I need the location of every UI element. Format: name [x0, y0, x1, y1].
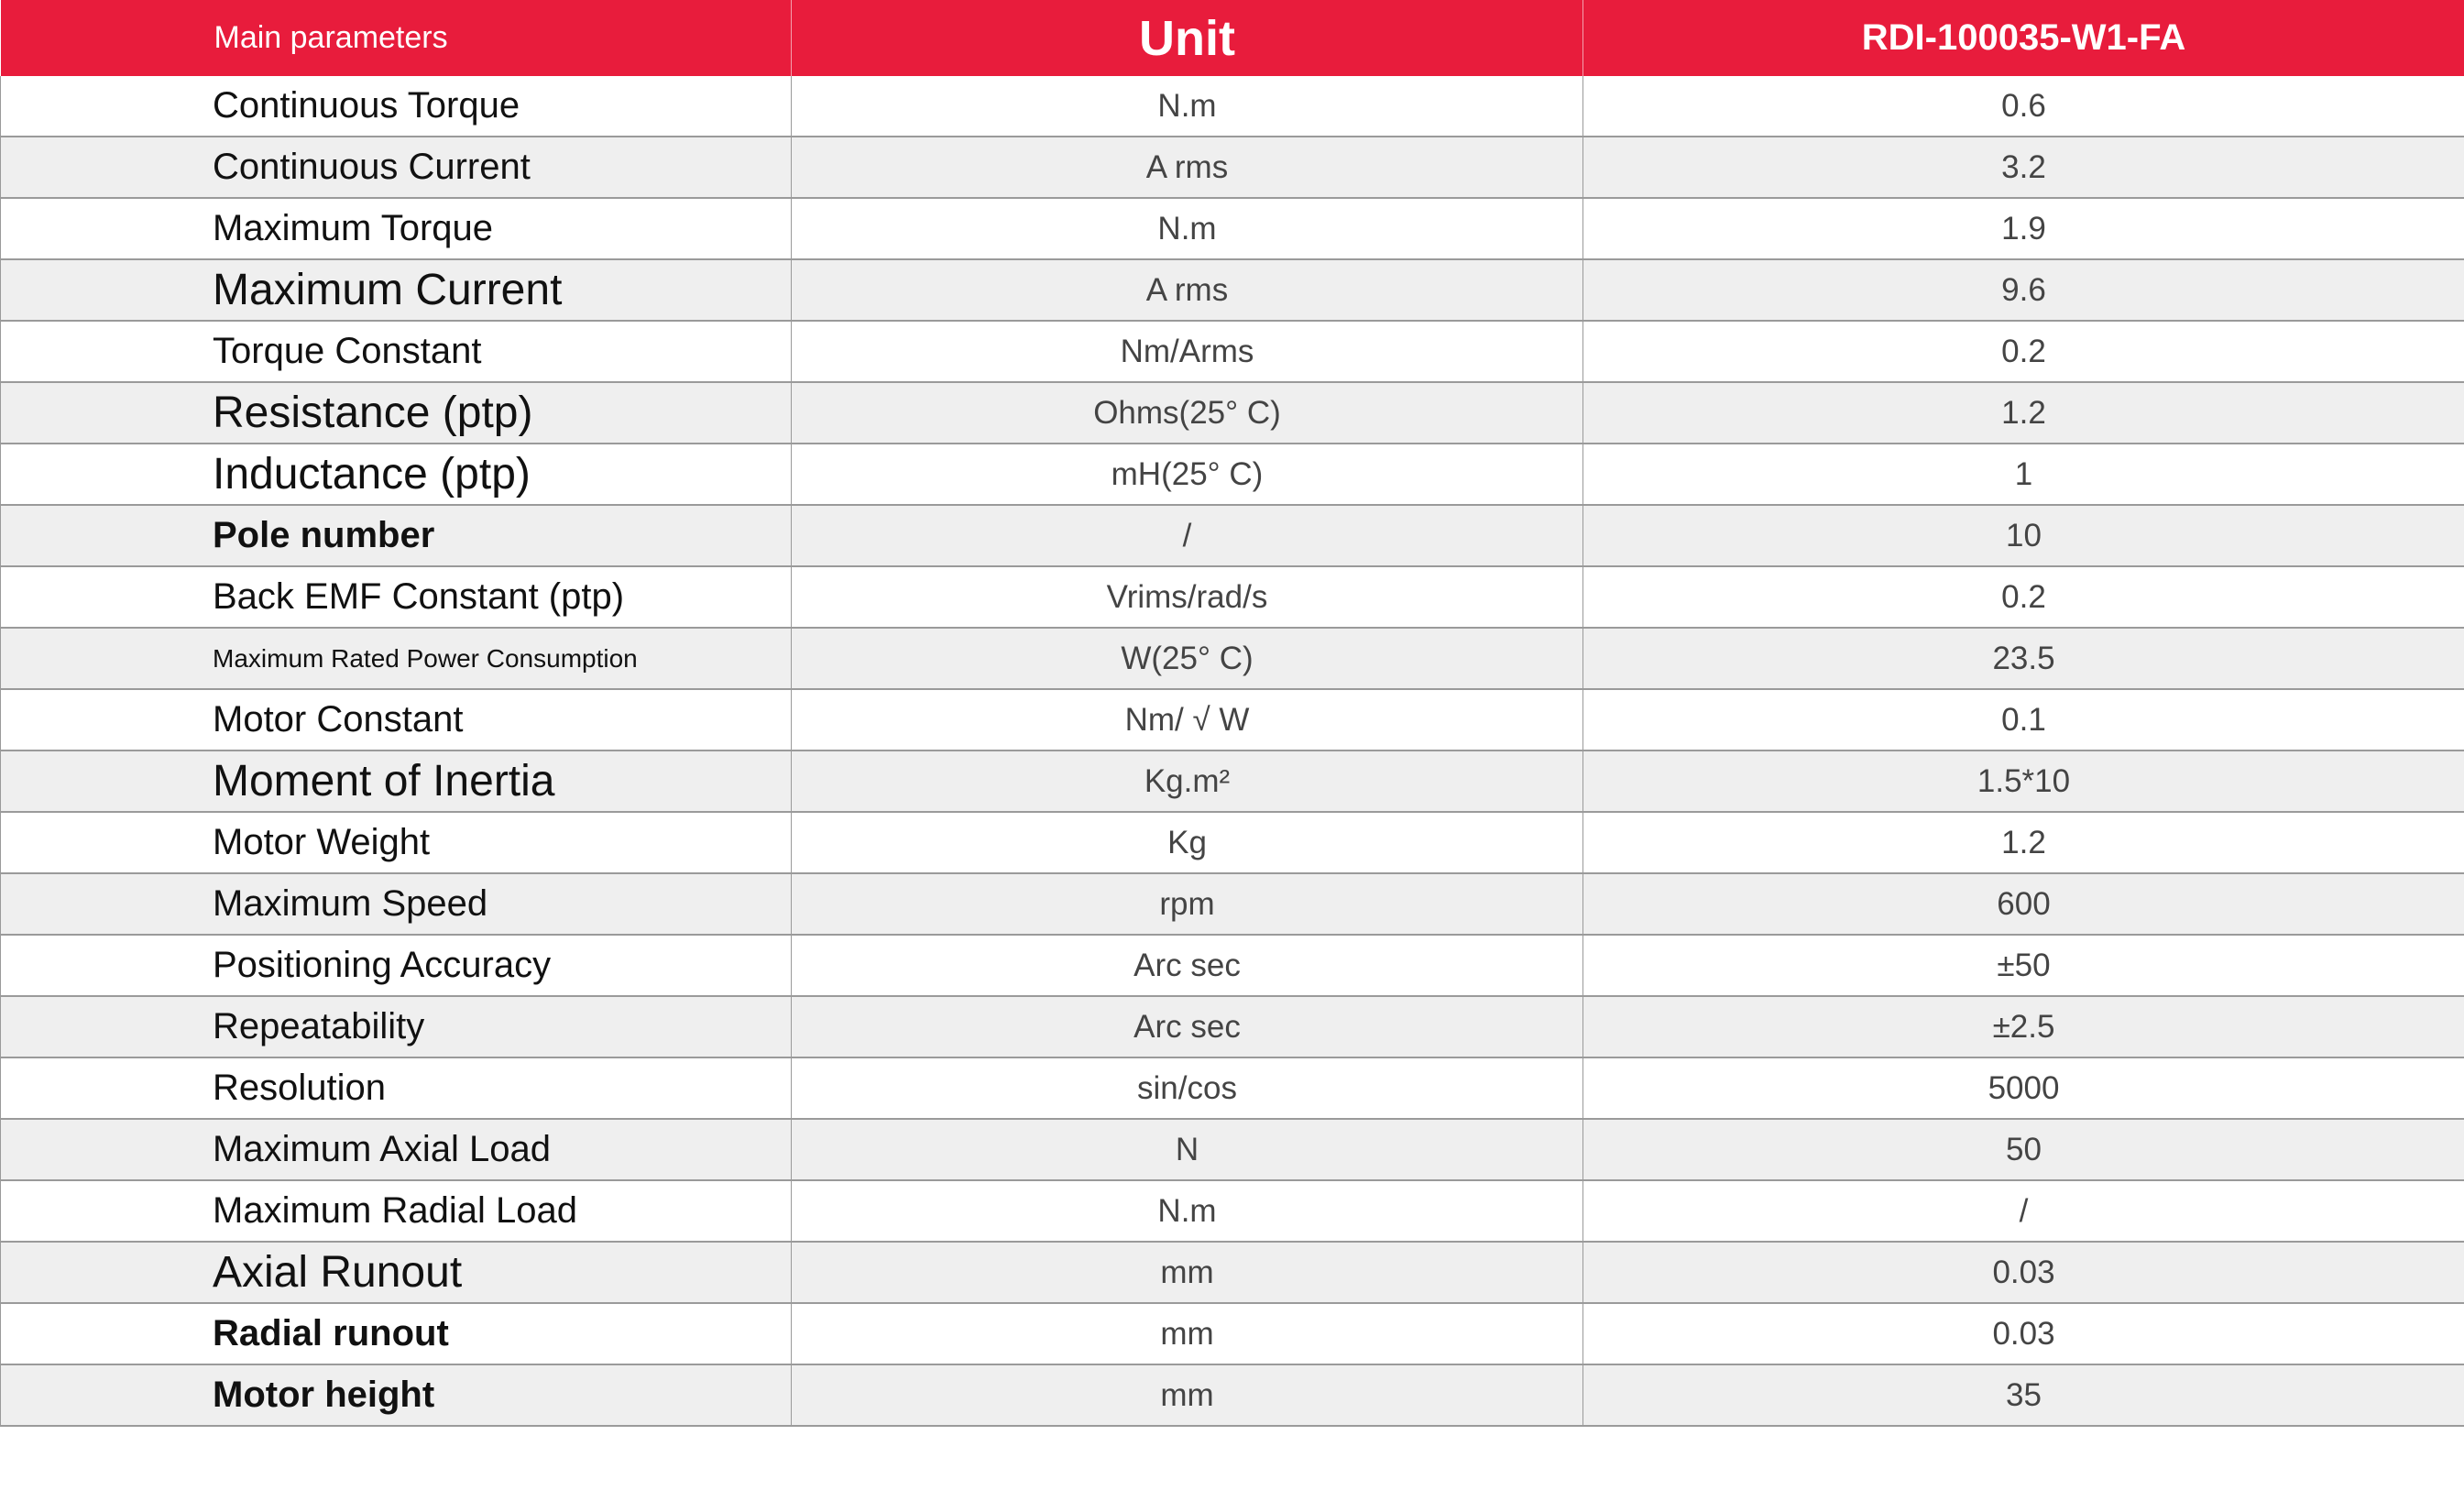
value-cell: 3.2 [1582, 137, 2464, 199]
value-cell: 1 [1582, 444, 2464, 506]
param-cell: Motor height [0, 1364, 792, 1427]
unit-cell: N.m [791, 198, 1583, 260]
unit-cell: Kg [791, 812, 1583, 874]
table-row: Repeatability Arc sec ±2.5 [0, 996, 2464, 1058]
table-row: Motor Constant Nm/ √ W 0.1 [0, 689, 2464, 751]
value-cell: 9.6 [1582, 259, 2464, 322]
table-row: Pole number/10 [0, 505, 2464, 567]
value-cell: 1.2 [1582, 382, 2464, 444]
value-cell: 0.03 [1582, 1303, 2464, 1365]
table-row: Torque Constant Nm/Arms 0.2 [0, 321, 2464, 383]
unit-cell: sin/cos [791, 1057, 1583, 1120]
value-cell: 35 [1582, 1364, 2464, 1427]
param-cell: Torque Constant [0, 321, 792, 383]
table-row: Maximum Torque N.m 1.9 [0, 198, 2464, 260]
value-cell: 0.1 [1582, 689, 2464, 751]
header-row: Main parameters Unit RDI-100035-W1-FA [0, 0, 2464, 76]
param-cell: Maximum Current [0, 259, 792, 322]
table-row: Continuous Current A rms 3.2 [0, 137, 2464, 199]
value-cell: / [1582, 1180, 2464, 1243]
table-row: Motor height mm 35 [0, 1364, 2464, 1427]
value-cell: 1.2 [1582, 812, 2464, 874]
table-row: Moment of Inertia Kg.m² 1.5*10 [0, 750, 2464, 813]
param-cell: Repeatability [0, 996, 792, 1058]
table-row: Radial runout mm 0.03 [0, 1303, 2464, 1365]
param-cell: Radial runout [0, 1303, 792, 1365]
param-cell: Maximum Torque [0, 198, 792, 260]
unit-cell: N [791, 1119, 1583, 1181]
param-cell: Resistance (ptp) [0, 382, 792, 444]
param-cell: Maximum Speed [0, 873, 792, 936]
value-cell: 0.03 [1582, 1242, 2464, 1304]
unit-cell: mH(25° C) [791, 444, 1583, 506]
unit-cell: / [791, 505, 1583, 567]
value-cell: 10 [1582, 505, 2464, 567]
table-row: Back EMF Constant (ptp) Vrims/rad/s 0.2 [0, 566, 2464, 629]
unit-cell: Arc sec [791, 996, 1583, 1058]
table-row: Inductance (ptp) mH(25° C) 1 [0, 444, 2464, 506]
value-cell: 0.6 [1582, 76, 2464, 137]
param-cell: Maximum Axial Load [0, 1119, 792, 1181]
table-row: Maximum Speed rpm 600 [0, 873, 2464, 936]
table-row: Positioning Accuracy Arc sec ±50 [0, 935, 2464, 997]
header-main-parameters: Main parameters [0, 0, 792, 76]
value-cell: ±50 [1582, 935, 2464, 997]
param-cell: Continuous Current [0, 137, 792, 199]
unit-cell: Vrims/rad/s [791, 566, 1583, 629]
table-row: Axial Runout mm 0.03 [0, 1242, 2464, 1304]
header-unit: Unit [791, 0, 1583, 76]
value-cell: 50 [1582, 1119, 2464, 1181]
unit-cell: rpm [791, 873, 1583, 936]
param-cell: Resolution [0, 1057, 792, 1120]
param-cell: Motor Weight [0, 812, 792, 874]
table-row: Maximum Current A rms 9.6 [0, 259, 2464, 322]
table-row: Maximum Axial Load N 50 [0, 1119, 2464, 1181]
unit-cell: Ohms(25° C) [791, 382, 1583, 444]
param-cell: Maximum Radial Load [0, 1180, 792, 1243]
unit-cell: A rms [791, 137, 1583, 199]
value-cell: ±2.5 [1582, 996, 2464, 1058]
parameters-table: Main parameters Unit RDI-100035-W1-FA Co… [0, 0, 2464, 1427]
param-cell: Continuous Torque [0, 76, 792, 137]
value-cell: 0.2 [1582, 321, 2464, 383]
value-cell: 23.5 [1582, 628, 2464, 690]
table-row: Resolution sin/cos 5000 [0, 1057, 2464, 1120]
unit-cell: mm [791, 1303, 1583, 1365]
unit-cell: W(25° C) [791, 628, 1583, 690]
value-cell: 1.5*10 [1582, 750, 2464, 813]
param-cell: Pole number [0, 505, 792, 567]
param-cell: Back EMF Constant (ptp) [0, 566, 792, 629]
param-cell: Inductance (ptp) [0, 444, 792, 506]
param-cell: Moment of Inertia [0, 750, 792, 813]
unit-cell: Nm/ √ W [791, 689, 1583, 751]
unit-cell: N.m [791, 76, 1583, 137]
header-model: RDI-100035-W1-FA [1582, 0, 2464, 76]
unit-cell: mm [791, 1242, 1583, 1304]
table-row: Resistance (ptp) Ohms(25° C) 1.2 [0, 382, 2464, 444]
unit-cell: N.m [791, 1180, 1583, 1243]
table-row: Maximum Radial Load N.m / [0, 1180, 2464, 1243]
unit-cell: mm [791, 1364, 1583, 1427]
table-row: Continuous Torque N.m 0.6 [0, 76, 2464, 137]
param-cell: Positioning Accuracy [0, 935, 792, 997]
unit-cell: Nm/Arms [791, 321, 1583, 383]
param-cell: Maximum Rated Power Consumption [0, 628, 792, 690]
value-cell: 0.2 [1582, 566, 2464, 629]
unit-cell: Kg.m² [791, 750, 1583, 813]
param-cell: Motor Constant [0, 689, 792, 751]
value-cell: 5000 [1582, 1057, 2464, 1120]
table-row: Motor Weight Kg 1.2 [0, 812, 2464, 874]
value-cell: 1.9 [1582, 198, 2464, 260]
table-row: Maximum Rated Power Consumption W(25° C) 2… [0, 628, 2464, 690]
unit-cell: A rms [791, 259, 1583, 322]
value-cell: 600 [1582, 873, 2464, 936]
param-cell: Axial Runout [0, 1242, 792, 1304]
unit-cell: Arc sec [791, 935, 1583, 997]
